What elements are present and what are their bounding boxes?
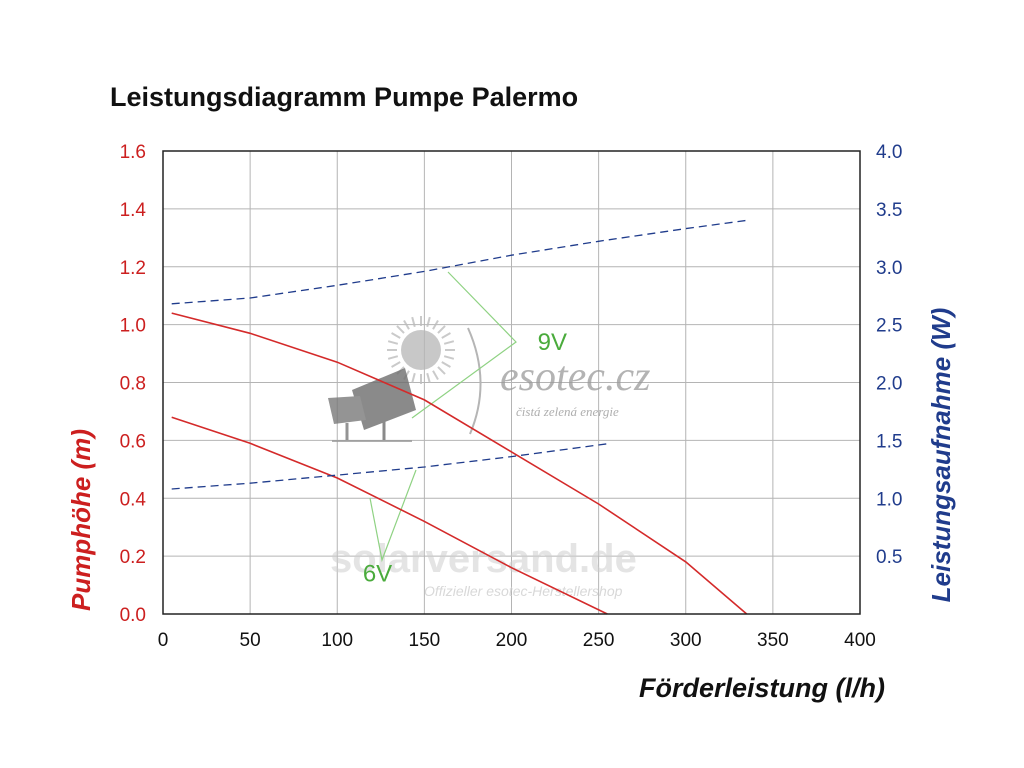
y-right-tick-label: 2.5 (876, 316, 902, 337)
watermark-site-subtitle: Offizieller esotec-Herstellershop (424, 583, 623, 599)
y-left-tick-label: 1.2 (120, 258, 146, 279)
tick-labels: 0 50 100 150 200 250 300 350 400 0.0 0.2 0.4 0.6 0.8 1… (120, 142, 903, 651)
annotation-6v: 6V (363, 560, 392, 587)
x-tick-label: 0 (158, 630, 169, 651)
y-axis-right-label: Leistungsaufnahme (W) (926, 308, 956, 603)
y-left-tick-label: 1.6 (120, 142, 146, 163)
x-tick-label: 200 (496, 630, 528, 651)
annotation-9v: 9V (538, 329, 567, 356)
x-tick-label: 300 (670, 630, 702, 651)
series-line-1 (171, 312, 748, 615)
y-left-tick-label: 0.2 (120, 547, 146, 568)
x-tick-label: 250 (583, 630, 615, 651)
y-right-tick-label: 2.0 (876, 374, 902, 395)
y-right-tick-label: 1.0 (876, 489, 902, 510)
y-left-tick-label: 0.0 (120, 605, 146, 626)
x-tick-label: 100 (321, 630, 353, 651)
watermark-site: solarversand.de (330, 537, 637, 581)
x-tick-label: 150 (409, 630, 441, 651)
chart-title: Leistungsdiagramm Pumpe Palermo (110, 82, 578, 112)
series-layer (171, 219, 748, 615)
plot-frame (162, 150, 861, 615)
series-line-4 (171, 443, 608, 490)
grid (163, 151, 860, 614)
y-right-tick-label: 0.5 (876, 547, 902, 568)
x-axis-label: Förderleistung (l/h) (639, 673, 885, 703)
y-right-tick-label: 4.0 (876, 142, 902, 163)
watermark-bracket (467, 327, 482, 435)
y-left-tick-label: 1.4 (120, 200, 147, 221)
watermark-brand: esotec.cz (500, 354, 650, 400)
series-line-3 (171, 219, 747, 305)
x-tick-label: 400 (844, 630, 876, 651)
y-right-tick-label: 3.5 (876, 200, 902, 221)
y-right-tick-label: 3.0 (876, 258, 902, 279)
y-left-tick-label: 0.8 (120, 374, 146, 395)
watermark-tagline: čistá zelená energie (516, 404, 619, 419)
watermark: esotec.cz čistá zelená energie solarvers… (328, 316, 650, 599)
series-line-2 (171, 416, 608, 615)
y-left-tick-label: 0.4 (120, 489, 147, 510)
y-right-tick-label: 1.5 (876, 431, 902, 452)
annotation-leaders (369, 271, 517, 563)
solar-panel-icon (328, 368, 416, 442)
y-left-tick-label: 0.6 (120, 431, 146, 452)
y-left-tick-label: 1.0 (120, 316, 146, 337)
x-tick-label: 50 (240, 630, 261, 651)
y-axis-left-label: Pumphöhe (m) (66, 429, 96, 611)
x-tick-label: 350 (757, 630, 789, 651)
